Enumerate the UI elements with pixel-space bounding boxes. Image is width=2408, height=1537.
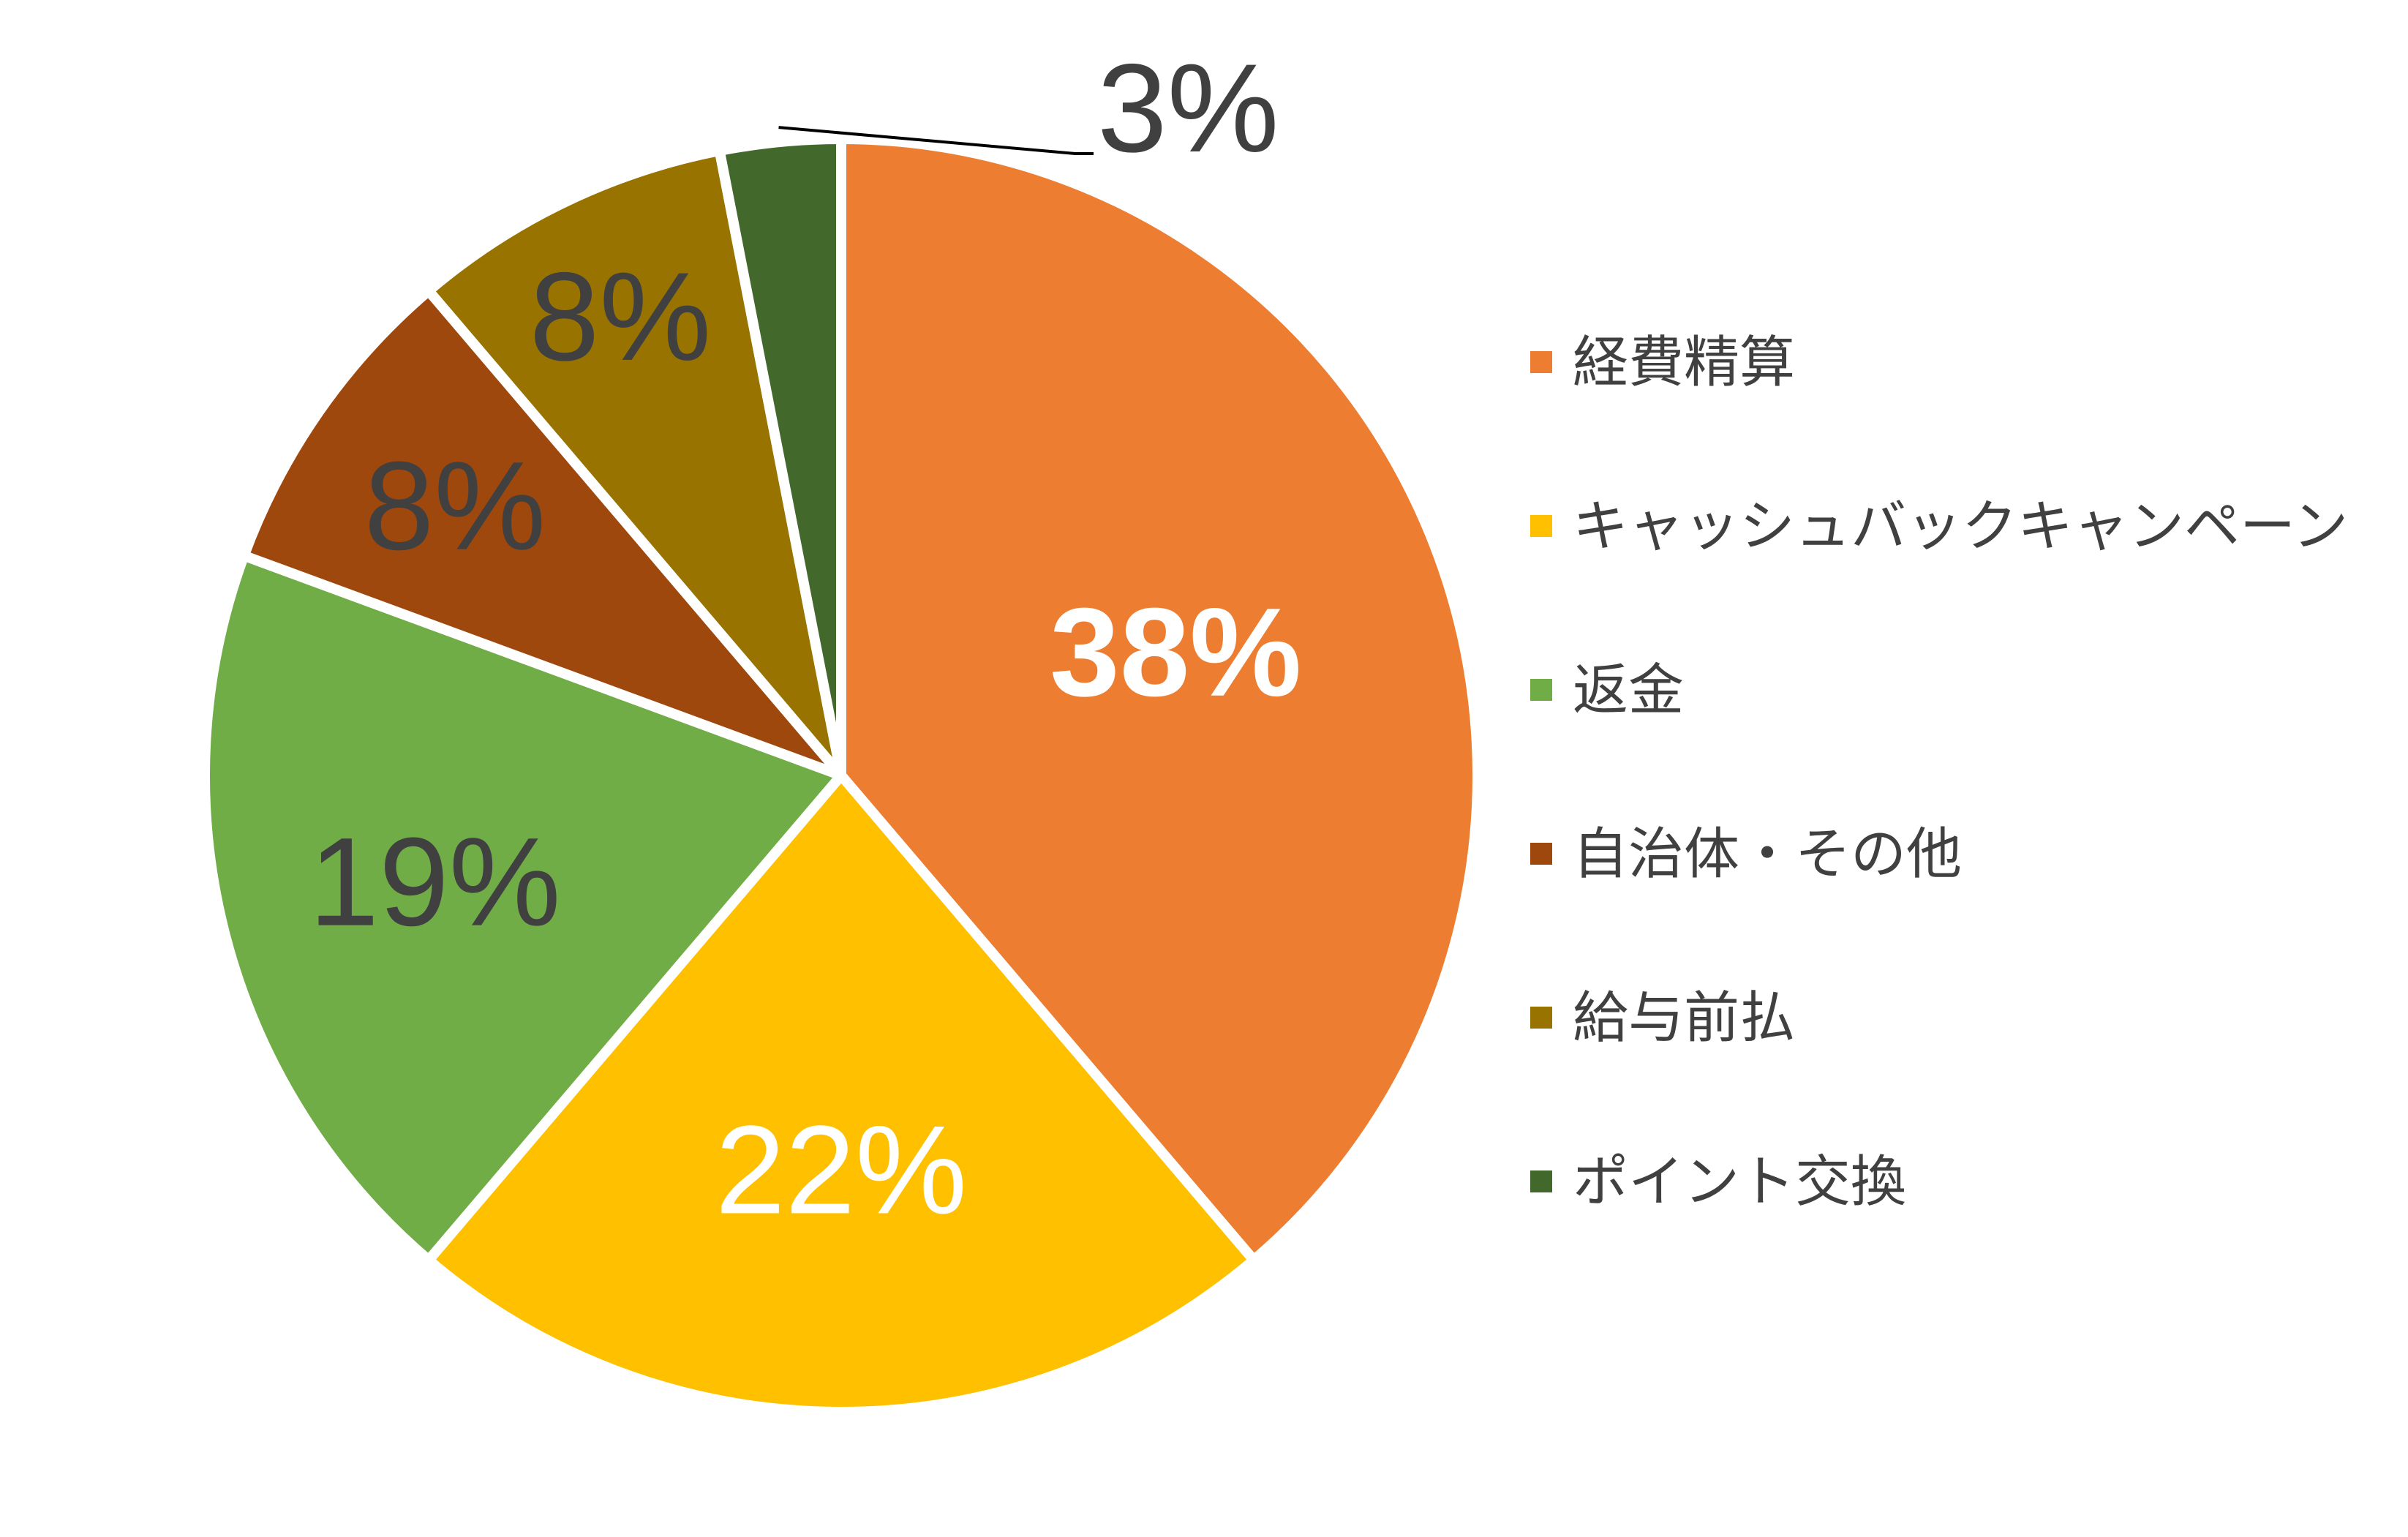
data-label-4: 8% bbox=[364, 436, 546, 576]
pie-slice-5 bbox=[424, 146, 846, 781]
legend-item-3: 返金 bbox=[1530, 658, 1684, 723]
data-label-5: 8% bbox=[530, 247, 712, 387]
leader-line-6 bbox=[778, 126, 1094, 155]
legend-swatch-3 bbox=[1530, 679, 1552, 701]
pie-slice-4 bbox=[238, 285, 846, 781]
pie-slices bbox=[200, 134, 1483, 1418]
legend-label-6: ポイント交換 bbox=[1573, 1149, 1906, 1214]
legend-item-1: 経費精算 bbox=[1530, 330, 1795, 395]
pie-slice-1 bbox=[836, 134, 1483, 1266]
legend-label-2: キャッシュバックキャンペーン bbox=[1573, 494, 2348, 559]
legend-item-2: キャッシュバックキャンペーン bbox=[1530, 494, 2348, 559]
legend-item-4: 自治体・その他 bbox=[1530, 822, 1962, 887]
legend-label-1: 経費精算 bbox=[1573, 330, 1795, 395]
legend-label-5: 給与前払 bbox=[1573, 985, 1795, 1051]
pie-slice-2 bbox=[424, 770, 1259, 1418]
legend-item-5: 給与前払 bbox=[1530, 985, 1795, 1051]
legend-swatch-4 bbox=[1530, 843, 1552, 865]
legend-swatch-5 bbox=[1530, 1007, 1552, 1029]
leader-lines bbox=[778, 126, 1094, 155]
data-label-3: 19% bbox=[309, 812, 560, 952]
legend-swatch-6 bbox=[1530, 1170, 1552, 1192]
legend-item-6: ポイント交換 bbox=[1530, 1149, 1906, 1214]
data-label-6: 3% bbox=[1097, 38, 1279, 178]
legend-swatch-1 bbox=[1530, 351, 1552, 373]
legend-label-4: 自治体・その他 bbox=[1573, 822, 1962, 887]
pie-slice-3 bbox=[200, 550, 846, 1266]
data-label-2: 22% bbox=[715, 1100, 967, 1240]
data-label-1: 38% bbox=[1050, 582, 1301, 723]
data-labels: 38% 22% 19% 8% 8% 3% bbox=[309, 38, 1301, 1240]
legend-label-3: 返金 bbox=[1573, 658, 1684, 723]
legend-swatch-2 bbox=[1530, 515, 1552, 537]
pie-slice-6 bbox=[714, 134, 846, 781]
